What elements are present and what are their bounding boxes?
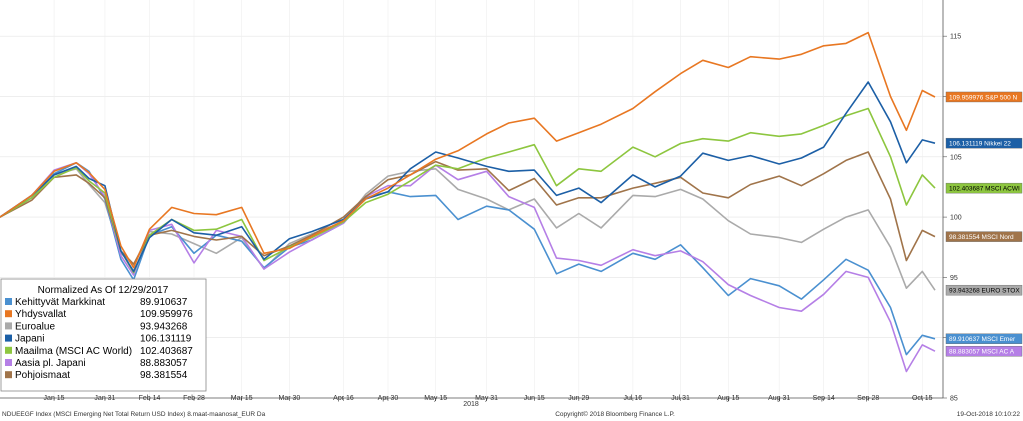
legend-swatch bbox=[5, 359, 12, 366]
x-tick-label: Sep 28 bbox=[857, 395, 879, 402]
legend-series-name: Aasia pl. Japani bbox=[15, 358, 86, 369]
value-tag-label: 93.943268 EURO STOX bbox=[949, 287, 1020, 294]
legend-series-value: 88.883057 bbox=[140, 358, 188, 369]
value-tags: 109.959976 S&P 500 N 106.131119 Nikkei 22… bbox=[945, 91, 1023, 357]
x-tick-label: May 31 bbox=[475, 395, 498, 402]
legend-series-name: Yhdysvallat bbox=[15, 309, 66, 320]
series-line bbox=[0, 168, 936, 291]
year-label: 2018 bbox=[463, 401, 479, 408]
value-tag-box bbox=[945, 182, 1023, 194]
legend-series-value: 109.959976 bbox=[140, 309, 193, 320]
x-tick-label: Jan 31 bbox=[94, 395, 115, 402]
legend-swatch bbox=[5, 371, 12, 379]
x-tick-labels: Jan 15 Jan 31 Feb 14 Feb 28 Mar 15 Mar 30 Apr … bbox=[44, 395, 933, 402]
value-tag-box bbox=[945, 346, 1023, 357]
legend-series-name: Euroalue bbox=[15, 321, 55, 332]
legend-series-value: 93.943268 bbox=[140, 321, 188, 332]
legend-series-value: 106.131119 bbox=[140, 334, 192, 345]
x-tick-label: Jun 29 bbox=[568, 395, 589, 402]
y-tick-label: 95 bbox=[950, 275, 958, 282]
x-tick-label: Apr 16 bbox=[333, 395, 354, 402]
legend-series-name: Pohjoismaat bbox=[15, 370, 70, 381]
value-tag-box bbox=[945, 231, 1023, 242]
series-line bbox=[0, 31, 936, 269]
value-tag-label: 109.959976 S&P 500 N bbox=[949, 94, 1017, 101]
x-tick-label: Mar 15 bbox=[231, 395, 253, 402]
x-tick-label: Mar 30 bbox=[279, 395, 301, 402]
y-tick-label: 100 bbox=[950, 215, 962, 222]
legend-title: Normalized As Of 12/29/2017 bbox=[38, 285, 169, 296]
legend-swatch bbox=[5, 298, 12, 305]
x-tick-label: Apr 30 bbox=[378, 395, 399, 402]
legend-swatch bbox=[5, 334, 12, 342]
footer-copyright: Copyright© 2018 Bloomberg Finance L.P. bbox=[555, 410, 675, 418]
y-tick-label: 115 bbox=[950, 34, 961, 41]
value-tag-box bbox=[945, 137, 1023, 149]
value-tag-label: 102.403687 MSCI ACWI bbox=[949, 185, 1020, 192]
legend-series-value: 102.403687 bbox=[140, 346, 193, 357]
series-line bbox=[0, 81, 936, 273]
x-tick-label: May 15 bbox=[424, 395, 447, 402]
legend-swatch bbox=[5, 310, 12, 318]
x-tick-label: Aug 15 bbox=[717, 395, 739, 402]
legend-swatch bbox=[5, 322, 12, 330]
legend: Normalized As Of 12/29/2017 Kehittyvät M… bbox=[0, 278, 207, 392]
series-lines bbox=[0, 31, 936, 373]
series-line bbox=[0, 107, 936, 274]
footer-timestamp: 19-Oct-2018 10:10:22 bbox=[957, 411, 1021, 418]
x-tick-label: Feb 28 bbox=[183, 395, 205, 402]
value-tag-label: 88.883057 MSCI AC A bbox=[949, 349, 1015, 356]
y-tick-label: 105 bbox=[950, 154, 962, 161]
y-tick-label: 85 bbox=[950, 396, 958, 403]
series-line bbox=[0, 151, 936, 265]
legend-box bbox=[0, 278, 207, 392]
x-tick-label: Jul 16 bbox=[624, 395, 643, 402]
footer-source: NDUEEGF Index (MSCI Emerging Net Total R… bbox=[2, 411, 266, 418]
legend-series-value: 98.381554 bbox=[140, 370, 188, 381]
legend-series-name: Kehittyvät Markkinat bbox=[15, 297, 105, 308]
legend-series-name: Maailma (MSCI AC World) bbox=[15, 346, 132, 357]
x-tick-label: Aug 31 bbox=[768, 395, 790, 402]
legend-swatch bbox=[5, 346, 12, 354]
value-tag-box bbox=[945, 333, 1023, 344]
x-tick-label: Jun 15 bbox=[524, 395, 545, 402]
value-tag-label: 106.131119 Nikkei 22 bbox=[949, 140, 1011, 147]
value-tag-label: 89.910637 MSCI Emer bbox=[949, 336, 1016, 343]
x-tick-label: Feb 14 bbox=[139, 395, 161, 402]
legend-series-name: Japani bbox=[15, 334, 44, 345]
x-tick-label: Sep 14 bbox=[813, 395, 835, 402]
x-tick-label: Jan 15 bbox=[44, 395, 65, 402]
x-tick-label: Jul 31 bbox=[671, 395, 690, 402]
value-tag-box bbox=[945, 284, 1023, 296]
value-tag-label: 98.381554 MSCI Nord bbox=[949, 234, 1014, 241]
x-tick-label: Oct 15 bbox=[912, 395, 933, 402]
value-tag-box bbox=[945, 91, 1023, 103]
legend-series-value: 89.910637 bbox=[140, 297, 188, 308]
series-line bbox=[0, 162, 936, 373]
